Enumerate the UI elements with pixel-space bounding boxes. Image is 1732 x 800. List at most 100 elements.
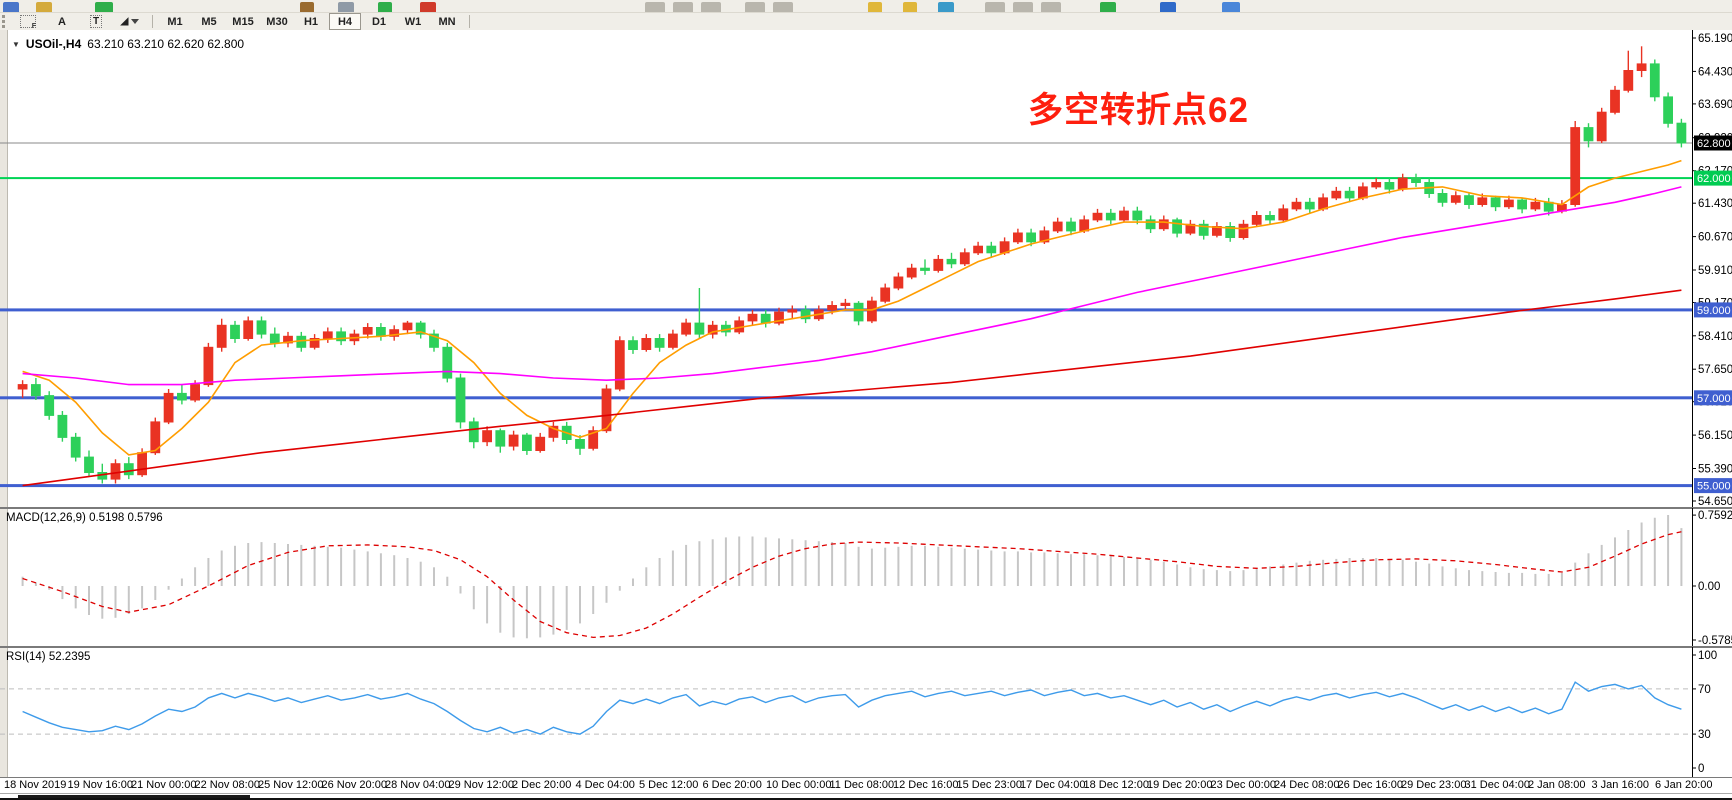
svg-text:60.670: 60.670 — [1698, 232, 1732, 244]
macd-signal-line — [22, 531, 1682, 639]
ma-mid-line — [22, 186, 1682, 386]
hline-57.000[interactable] — [0, 396, 1692, 400]
svg-text:54.650: 54.650 — [1698, 496, 1732, 508]
strategy-tester-icon[interactable] — [378, 2, 392, 12]
rsi-axis: 100 70 30 0 — [1692, 650, 1717, 775]
price-axis: 65.19064.43063.69062.92062.17061.43060.6… — [1692, 33, 1732, 508]
time-axis-label: 26 Dec 16:00 — [1337, 779, 1403, 791]
timeframe-button-m5[interactable]: M5 — [201, 15, 217, 28]
svg-text:57.650: 57.650 — [1698, 364, 1732, 376]
chart-dropdown-icon[interactable]: ▼ — [12, 39, 20, 49]
svg-text:-0.5785: -0.5785 — [1698, 635, 1732, 647]
navigator-icon[interactable] — [300, 2, 314, 12]
price-badge-62.000: 62.000 — [1694, 170, 1732, 186]
svg-text:0.7592: 0.7592 — [1698, 510, 1732, 522]
new-chart-icon[interactable] — [3, 2, 19, 12]
timeframe-button-mn[interactable]: MN — [438, 15, 456, 28]
indicators-arrow-icon[interactable] — [868, 2, 882, 12]
chart-header: ▼ USOil-,H4 63.210 63.210 62.620 62.800 — [12, 37, 244, 51]
svg-text:30: 30 — [1698, 729, 1711, 741]
svg-text:59.910: 59.910 — [1698, 265, 1732, 277]
chart-window: 65.19064.43063.69062.92062.17061.43060.6… — [0, 30, 1732, 800]
text-box-icon: T — [89, 15, 103, 28]
timeframe-button-w1[interactable]: W1 — [404, 15, 422, 28]
text-label-button[interactable]: A — [58, 15, 66, 28]
time-axis-label: 19 Nov 16:00 — [67, 779, 133, 791]
time-axis-label: 25 Nov 12:00 — [258, 779, 324, 791]
time-axis-label: 6 Jan 20:00 — [1655, 779, 1713, 791]
time-axis-label: 18 Nov 2019 — [4, 779, 67, 791]
bar-chart-icon[interactable] — [645, 2, 665, 12]
timeframe-button-m15[interactable]: M15 — [232, 15, 254, 28]
chart-shift-icon[interactable] — [938, 2, 954, 12]
time-axis-label: 2 Dec 20:00 — [512, 779, 572, 791]
ma-slow-line — [22, 289, 1682, 487]
line-chart-icon[interactable] — [701, 2, 721, 12]
svg-text:0.00: 0.00 — [1698, 581, 1720, 593]
time-axis-label: 28 Nov 04:00 — [385, 779, 451, 791]
toolbar-line-studies-timeframes: F A T ◢ M1 M5 M15 M30 H1 H4 D1 W1 MN — [0, 13, 1732, 31]
rsi-panel[interactable]: 100 70 30 0 — [0, 647, 1732, 778]
time-axis: 18 Nov 2019 19 Nov 16:00 21 Nov 00:00 22 No… — [0, 778, 1732, 793]
time-axis-label: 18 Dec 12:00 — [1083, 779, 1149, 791]
toolbar-grip[interactable] — [2, 15, 11, 28]
scrollbar-thumb[interactable] — [18, 795, 250, 798]
terminal-icon[interactable] — [338, 2, 354, 12]
svg-text:59.000: 59.000 — [1697, 305, 1731, 317]
add-indicator-icon[interactable] — [1100, 2, 1116, 12]
toolbar-separator — [152, 15, 153, 28]
left-dock-gutter — [0, 30, 8, 778]
arrows-tool-button[interactable]: ◢ — [114, 13, 146, 30]
macd-axis: 0.7592 0.00 -0.5785 — [1692, 510, 1732, 647]
svg-text:64.430: 64.430 — [1698, 66, 1732, 78]
cascade-icon[interactable] — [1013, 2, 1033, 12]
time-axis-label: 10 Dec 00:00 — [766, 779, 832, 791]
toolbar-standard — [0, 0, 1732, 13]
svg-text:57.000: 57.000 — [1697, 393, 1731, 405]
timeframe-button-m1[interactable]: M1 — [167, 15, 183, 28]
svg-text:61.430: 61.430 — [1698, 198, 1732, 210]
svg-text:58.410: 58.410 — [1698, 331, 1732, 343]
autotrading-icon[interactable] — [420, 2, 436, 12]
rsi-line — [22, 681, 1682, 735]
tile-windows-icon[interactable] — [985, 2, 1005, 12]
print-icon[interactable] — [1222, 2, 1240, 12]
svg-text:62.800: 62.800 — [1697, 138, 1731, 150]
new-order-icon[interactable] — [95, 2, 113, 12]
arrange-icon[interactable] — [1041, 2, 1061, 12]
macd-indicator-label: MACD(12,26,9) 0.5198 0.5796 — [6, 512, 163, 524]
timeframe-button-h1[interactable]: H1 — [303, 15, 319, 28]
text-box-button[interactable]: T — [80, 13, 112, 30]
timeframe-button-d1[interactable]: D1 — [371, 15, 387, 28]
profiles-icon[interactable] — [36, 2, 52, 12]
zoom-out-icon[interactable] — [773, 2, 793, 12]
time-axis-label: 19 Dec 20:00 — [1147, 779, 1213, 791]
time-axis-label: 11 Dec 08:00 — [829, 779, 895, 791]
time-axis-label: 22 Nov 08:00 — [194, 779, 260, 791]
time-axis-label: 24 Dec 08:00 — [1274, 779, 1340, 791]
time-axis-label: 3 Jan 16:00 — [1591, 779, 1650, 791]
time-axis-label: 31 Dec 04:00 — [1464, 779, 1530, 791]
templates-arrow-icon[interactable] — [903, 2, 917, 12]
price-badge-57.000: 57.000 — [1694, 390, 1732, 406]
timeframe-button-m30[interactable]: M30 — [266, 15, 288, 28]
time-axis-label: 4 Dec 04:00 — [575, 779, 635, 791]
candlestick-icon[interactable] — [673, 2, 693, 12]
symbol-timeframe: USOil-,H4 — [25, 37, 82, 51]
full-screen-icon[interactable] — [1160, 2, 1176, 12]
price-badge-59.000: 59.000 — [1694, 302, 1732, 318]
fibonacci-tool-button[interactable]: F — [12, 13, 44, 30]
hline-55.000[interactable] — [0, 484, 1692, 488]
ma-fast-line — [22, 159, 1682, 456]
macd-panel[interactable]: 0.7592 0.00 -0.5785 — [0, 508, 1732, 647]
time-axis-label: 29 Nov 12:00 — [448, 779, 514, 791]
timeframe-button-h4[interactable]: H4 — [329, 13, 361, 30]
svg-text:55.000: 55.000 — [1697, 481, 1731, 493]
hline-62.000[interactable] — [0, 177, 1692, 180]
chart-annotation-text[interactable]: 多空转折点62 — [1028, 91, 1249, 130]
price-panel[interactable]: 65.19064.43063.69062.92062.17061.43060.6… — [0, 30, 1732, 508]
ohlc-values: 63.210 63.210 62.620 62.800 — [87, 37, 245, 51]
time-axis-label: 2 Jan 08:00 — [1528, 779, 1586, 791]
zoom-in-icon[interactable] — [745, 2, 765, 12]
